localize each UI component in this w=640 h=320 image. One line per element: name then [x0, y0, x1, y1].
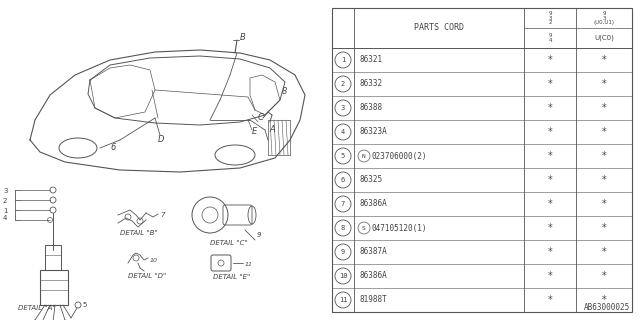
Text: 11: 11 [245, 261, 253, 267]
Text: 9
3
2: 9 3 2 [548, 11, 552, 25]
Text: *: * [548, 271, 552, 281]
Text: 047105120(1): 047105120(1) [372, 223, 428, 233]
Text: *: * [602, 271, 606, 281]
Text: 86321: 86321 [360, 55, 383, 65]
Text: *: * [602, 79, 606, 89]
Text: 7: 7 [160, 212, 164, 218]
Bar [40, 270, 68, 305]
Text: *: * [548, 55, 552, 65]
Text: 5: 5 [82, 302, 86, 308]
Text: *: * [602, 223, 606, 233]
Text: DETAIL "C": DETAIL "C" [210, 240, 248, 246]
Text: *: * [602, 199, 606, 209]
Text: *: * [548, 79, 552, 89]
Text: 86388: 86388 [360, 103, 383, 113]
Text: 2: 2 [341, 81, 345, 87]
Text: 3: 3 [341, 105, 345, 111]
Text: DETAIL "D": DETAIL "D" [128, 273, 166, 279]
Text: 9
3
(U0,U1): 9 3 (U0,U1) [593, 11, 614, 25]
Text: C: C [258, 114, 264, 123]
Text: N: N [362, 154, 366, 158]
Text: S: S [362, 226, 366, 230]
Text: 5: 5 [341, 153, 345, 159]
Text: 86387A: 86387A [360, 247, 388, 257]
Text: 11: 11 [339, 297, 348, 303]
Text: 86386A: 86386A [360, 199, 388, 209]
Text: 9: 9 [257, 232, 262, 238]
Text: 9: 9 [341, 249, 345, 255]
Text: 6: 6 [110, 143, 115, 153]
Text: *: * [602, 151, 606, 161]
Text: 6: 6 [341, 177, 345, 183]
Text: 023706000(2): 023706000(2) [372, 151, 428, 161]
Text: 10: 10 [339, 273, 348, 279]
Text: *: * [602, 295, 606, 305]
Text: *: * [548, 199, 552, 209]
Text: *: * [548, 295, 552, 305]
Text: *: * [602, 127, 606, 137]
Text: *: * [602, 247, 606, 257]
Text: A: A [269, 125, 275, 134]
Text: *: * [548, 247, 552, 257]
Text: 2: 2 [3, 198, 8, 204]
Text: 9
4: 9 4 [548, 33, 552, 43]
Text: 86386A: 86386A [360, 271, 388, 281]
Text: *: * [602, 103, 606, 113]
Text: 4: 4 [341, 129, 345, 135]
Text: E: E [252, 127, 257, 137]
Text: *: * [602, 55, 606, 65]
Text: *: * [548, 175, 552, 185]
Text: 8: 8 [282, 87, 287, 97]
Text: *: * [548, 127, 552, 137]
Bar [332, 8, 632, 312]
Text: AB63000025: AB63000025 [584, 303, 630, 312]
Text: PARTS CORD: PARTS CORD [414, 23, 464, 33]
Text: DETAIL "A": DETAIL "A" [18, 305, 56, 311]
Text: 1: 1 [3, 208, 8, 214]
Text: B: B [240, 34, 246, 43]
Text: 4: 4 [3, 215, 8, 221]
Text: U(C0): U(C0) [594, 35, 614, 41]
Text: 86332: 86332 [360, 79, 383, 89]
Text: *: * [548, 151, 552, 161]
Bar [45, 245, 61, 270]
Text: 8: 8 [341, 225, 345, 231]
Text: DETAIL "E": DETAIL "E" [213, 274, 250, 280]
Text: 10: 10 [150, 259, 158, 263]
Text: 86325: 86325 [360, 175, 383, 185]
Text: 86323A: 86323A [360, 127, 388, 137]
Text: 1: 1 [341, 57, 345, 63]
Text: *: * [602, 175, 606, 185]
Text: 3: 3 [3, 188, 8, 194]
Text: *: * [548, 103, 552, 113]
Text: 81988T: 81988T [360, 295, 388, 305]
Text: 7: 7 [341, 201, 345, 207]
Text: D: D [158, 135, 164, 145]
Text: DETAIL "B": DETAIL "B" [120, 230, 157, 236]
Text: *: * [548, 223, 552, 233]
